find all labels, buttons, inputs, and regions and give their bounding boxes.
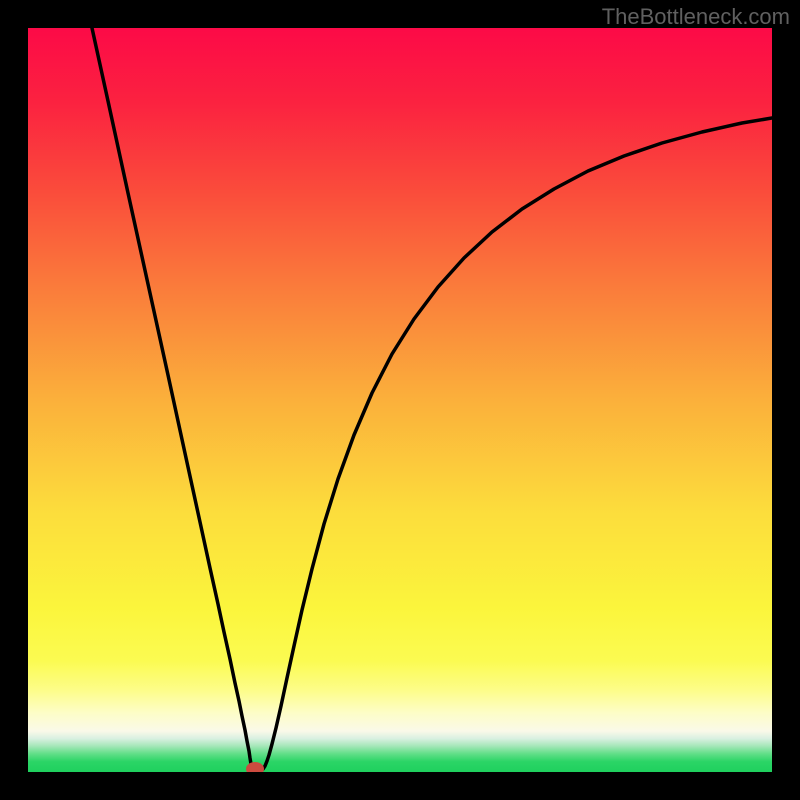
gradient-background [28,28,772,772]
bottleneck-plot [28,28,772,772]
chart-frame: TheBottleneck.com [0,0,800,800]
plot-svg [28,28,772,772]
watermark-text: TheBottleneck.com [602,4,790,30]
